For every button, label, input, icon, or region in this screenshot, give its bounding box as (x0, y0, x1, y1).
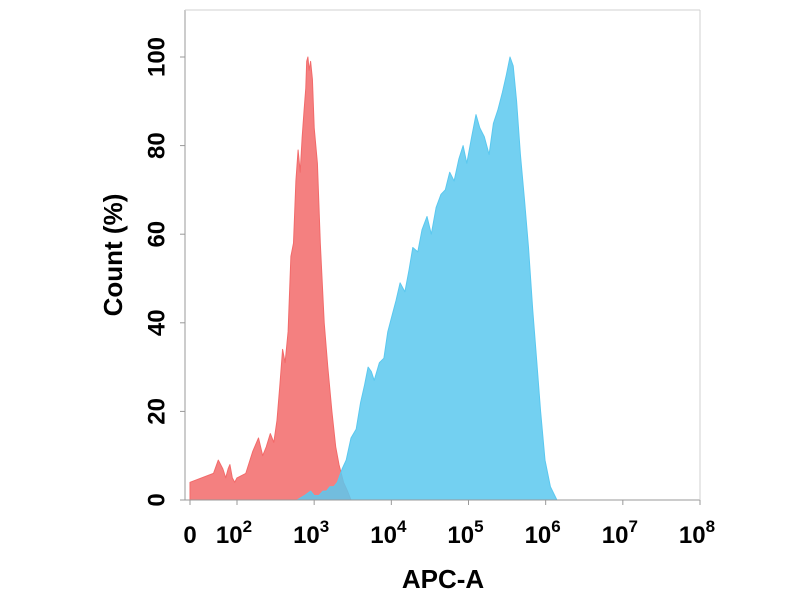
x-tick-label: 103 (293, 517, 329, 549)
ticks-layer: 0 20 40 60 80 100 0 102 103 104 105 106 107 108 (144, 37, 716, 549)
series-2-area (296, 56, 558, 501)
y-tick-label: 100 (144, 37, 171, 77)
y-tick-label: 0 (144, 493, 171, 506)
axes-layer (184, 9, 701, 501)
x-tick-label: 0 (183, 522, 196, 549)
y-tick-label: 40 (144, 309, 171, 336)
y-tick-label: 80 (144, 132, 171, 159)
x-tick-label: 107 (602, 517, 638, 549)
x-tick-label: 108 (679, 517, 715, 549)
x-tick-label: 106 (525, 517, 561, 549)
series-1-area (189, 56, 352, 501)
x-tick-label: 104 (370, 517, 407, 549)
y-axis-title: Count (%) (98, 194, 128, 317)
x-tick-label: 105 (447, 517, 483, 549)
series-layer (189, 56, 558, 501)
x-axis-title: APC-A (402, 564, 485, 594)
y-tick-label: 20 (144, 398, 171, 425)
x-tick-label: 102 (216, 517, 252, 549)
y-tick-label: 60 (144, 221, 171, 248)
